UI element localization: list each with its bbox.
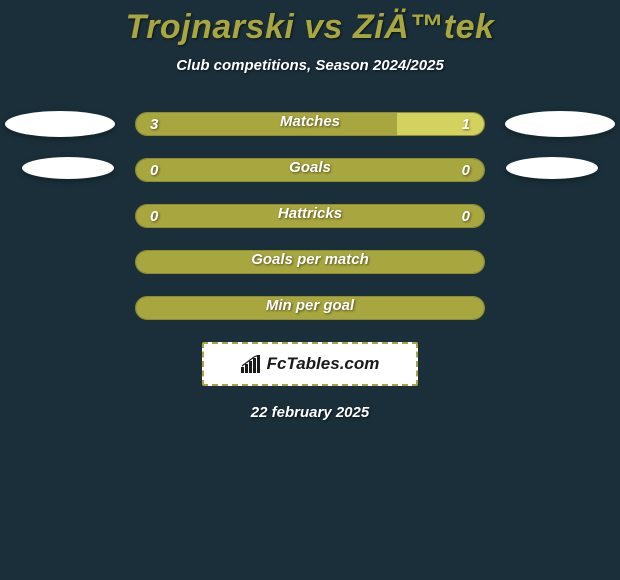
stat-row: 00Hattricks	[0, 204, 620, 228]
stat-value-left: 0	[136, 162, 158, 179]
stat-bar: 00Goals	[135, 158, 485, 182]
bar-segment-right: 1	[397, 113, 484, 135]
stat-value-left: 0	[136, 208, 158, 225]
stat-bar: Goals per match	[135, 250, 485, 274]
stat-row: Min per goal	[0, 296, 620, 320]
stat-value-left: 3	[136, 116, 158, 133]
chart-bars-icon	[241, 355, 263, 373]
infographic-container: Trojnarski vs ZiÄ™tek Club competitions,…	[0, 0, 620, 421]
bar-segment-left: 3	[136, 113, 397, 135]
bar-segment-right: 0	[310, 205, 484, 227]
player-left-oval	[5, 111, 115, 137]
page-title: Trojnarski vs ZiÄ™tek	[0, 8, 620, 47]
stat-value-right: 1	[462, 116, 484, 133]
stat-bar: 31Matches	[135, 112, 485, 136]
stat-row: 00Goals	[0, 158, 620, 182]
player-left-oval	[22, 157, 114, 179]
bar-segment-left	[136, 297, 484, 319]
bar-segment-left	[136, 251, 484, 273]
stat-row: 31Matches	[0, 112, 620, 136]
player-right-oval	[506, 157, 598, 179]
page-subtitle: Club competitions, Season 2024/2025	[0, 57, 620, 74]
stat-bar: 00Hattricks	[135, 204, 485, 228]
bar-segment-right: 0	[310, 159, 484, 181]
bar-segment-left: 0	[136, 159, 310, 181]
player-right-oval	[505, 111, 615, 137]
stat-rows: 31Matches00Goals00HattricksGoals per mat…	[0, 112, 620, 320]
logo-text: FcTables.com	[267, 354, 380, 374]
stat-row: Goals per match	[0, 250, 620, 274]
infographic-date: 22 february 2025	[0, 404, 620, 421]
stat-bar: Min per goal	[135, 296, 485, 320]
source-logo-box: FcTables.com	[202, 342, 418, 386]
stat-value-right: 0	[462, 162, 484, 179]
bar-segment-left: 0	[136, 205, 310, 227]
stat-value-right: 0	[462, 208, 484, 225]
